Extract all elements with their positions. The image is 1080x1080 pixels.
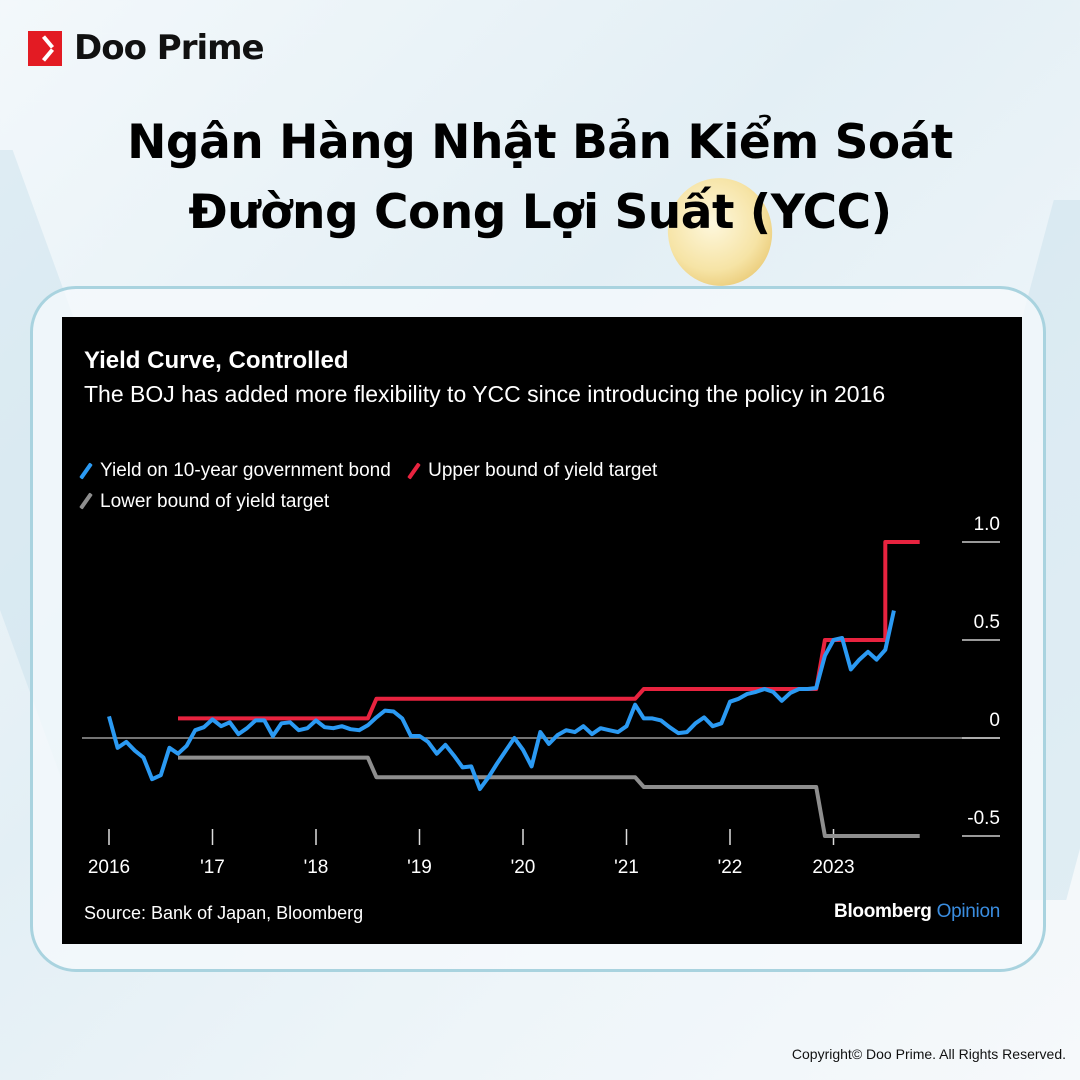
chart-panel: Yield Curve, Controlled The BOJ has adde… [62, 317, 1022, 944]
x-tick-label: '22 [718, 857, 743, 878]
chart-plot: 1.0 0.5 0 -0.5 2016 '17 '18 '19 '20 '21 '22 2023 [82, 514, 1000, 878]
x-tick-label: 2023 [812, 857, 854, 878]
y-tick-label: 1.0 [974, 514, 1000, 535]
x-tick-label: '18 [304, 857, 329, 878]
chart-title: Yield Curve, Controlled [84, 347, 349, 374]
x-tick-label: '19 [407, 857, 432, 878]
legend-label: Lower bound of yield target [100, 490, 330, 512]
x-tick-label: '21 [614, 857, 639, 878]
copyright: Copyright© Doo Prime. All Rights Reserve… [791, 1046, 1066, 1062]
legend-item-upper: Upper bound of yield target [407, 457, 658, 484]
bloomberg-opinion-logo: Bloomberg Opinion [834, 901, 1000, 923]
y-tick-label: -0.5 [967, 808, 1000, 829]
series-lower-bound-line [178, 755, 920, 838]
headline-line-1: Ngân Hàng Nhật Bản Kiểm Soát [127, 115, 953, 170]
headline: Ngân Hàng Nhật Bản Kiểm Soát Đường Cong … [0, 108, 1080, 248]
doo-prime-logo-icon [28, 30, 62, 66]
brand-name: Doo Prime [74, 28, 265, 68]
series-yield-10y-line [107, 610, 896, 791]
series-upper-bound-line [178, 540, 920, 721]
publisher-name: Bloomberg [834, 901, 932, 922]
x-tick-label: '17 [200, 857, 225, 878]
legend-label: Yield on 10-year government bond [100, 460, 391, 481]
y-tick-label: 0 [989, 710, 1000, 731]
x-tick-label: 2016 [88, 857, 130, 878]
doo-prime-logo: Doo Prime [28, 28, 265, 68]
x-tick-label: '20 [511, 857, 536, 878]
legend: Yield on 10-year government bond Upper b… [79, 457, 804, 518]
legend-item-yield: Yield on 10-year government bond [79, 457, 391, 484]
legend-item-lower: Lower bound of yield target [79, 488, 330, 515]
headline-line-2: Đường Cong Lợi Suất (YCC) [188, 185, 892, 240]
y-tick-label: 0.5 [974, 612, 1000, 633]
legend-label: Upper bound of yield target [428, 460, 658, 481]
chart-subtitle: The BOJ has added more flexibility to YC… [84, 381, 886, 407]
chart-source: Source: Bank of Japan, Bloomberg [84, 903, 364, 923]
publisher-suffix: Opinion [936, 901, 1001, 922]
